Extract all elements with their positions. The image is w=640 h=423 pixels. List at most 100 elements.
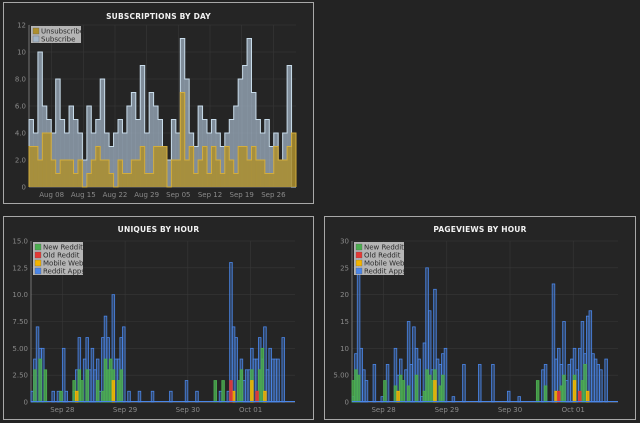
area-step	[46, 133, 52, 187]
area-step	[33, 146, 39, 187]
x-tick-label: Oct 01	[239, 406, 262, 414]
area-step	[220, 173, 225, 187]
area-step	[207, 173, 212, 187]
area-step	[202, 146, 208, 187]
legend-box	[354, 242, 404, 275]
bar	[250, 380, 254, 403]
legend-swatch	[32, 27, 40, 35]
legend-swatch	[32, 35, 40, 43]
y-tick-label: 10	[17, 49, 26, 57]
area-step	[287, 65, 292, 187]
area-step	[184, 160, 190, 187]
area-step	[135, 160, 141, 187]
area-step	[278, 160, 283, 187]
y-tick-label: 12	[17, 22, 26, 30]
bar	[127, 390, 131, 403]
area-step	[51, 160, 56, 187]
bar	[562, 374, 566, 403]
area-step	[287, 146, 292, 187]
uniques-panel: UNIQUES BY HOUR 0 2.50 5.00 7.50 10.0 12.5 15.…	[3, 216, 314, 420]
area-step	[282, 160, 288, 187]
bar	[43, 369, 48, 403]
legend-label: Reddit Apps	[364, 268, 406, 276]
area-step	[247, 160, 252, 187]
x-tick-label: Sep 30	[498, 406, 522, 414]
legend-label: Old Reddit	[43, 252, 80, 260]
x-tick-label: Sep 29	[435, 406, 459, 414]
area-step	[140, 146, 145, 187]
area-step	[135, 119, 141, 187]
y-tick-label: 0	[22, 184, 26, 192]
bar	[150, 390, 155, 403]
pageviews-chart: 0 5.00 10 15 20 25 30 Sep 28 Sep 29 Sep 30 Oct 01 N…	[333, 238, 618, 414]
legend-swatch	[355, 251, 363, 259]
y-tick-label: 15	[340, 318, 349, 326]
y-tick-label: 5.00	[12, 345, 28, 353]
area-step	[104, 160, 110, 187]
bar	[263, 390, 267, 403]
bar	[51, 390, 55, 403]
legend-swatch	[34, 267, 42, 275]
area-step	[42, 133, 47, 187]
bar	[383, 380, 387, 403]
area-step	[149, 92, 154, 187]
area-step	[37, 160, 43, 187]
legend-swatch	[34, 251, 42, 259]
area-step	[82, 160, 88, 187]
area-step	[233, 106, 239, 187]
bar	[478, 364, 482, 403]
y-tick-label: 5.00	[333, 372, 349, 380]
legend-box	[31, 26, 81, 43]
area-step	[64, 160, 70, 187]
area-step	[220, 146, 225, 187]
area-step	[171, 160, 177, 187]
area-step	[100, 79, 105, 187]
bar	[169, 390, 173, 403]
y-tick-label: 4.0	[15, 130, 26, 138]
area-step	[91, 160, 96, 187]
legend-label: Unsubscribe	[41, 28, 84, 36]
area-step	[118, 119, 123, 187]
bar	[414, 374, 419, 403]
area-step	[126, 106, 132, 187]
bar	[491, 364, 495, 403]
bar	[276, 358, 280, 403]
area-step	[242, 65, 248, 187]
bar	[80, 380, 84, 403]
area-step	[118, 160, 123, 187]
bar	[213, 380, 217, 403]
bar	[33, 369, 37, 403]
x-tick-label: Sep 28	[371, 406, 395, 414]
area-step	[198, 106, 203, 187]
area-step	[73, 173, 79, 187]
y-tick-label: 15.0	[12, 238, 28, 246]
area-step	[255, 119, 261, 187]
bar	[64, 390, 68, 403]
y-tick-label: 0	[24, 399, 28, 407]
legend-swatch	[355, 267, 363, 275]
area-step	[233, 173, 239, 187]
area-step	[229, 160, 234, 187]
area-step	[269, 173, 274, 187]
area-step	[211, 146, 217, 187]
area-step	[162, 146, 168, 187]
y-tick-label: 8.0	[15, 76, 26, 84]
area-step	[100, 160, 105, 187]
bar	[557, 390, 561, 403]
area-step	[60, 119, 65, 187]
area-step	[251, 92, 257, 187]
area-step	[251, 146, 257, 187]
y-tick-label: 10	[340, 345, 349, 353]
area-step	[86, 173, 92, 187]
area-step	[140, 65, 145, 187]
legend-label: Reddit Apps	[43, 268, 85, 276]
uniques-title: UNIQUES BY HOUR	[117, 225, 200, 234]
bar	[599, 369, 603, 403]
bar	[356, 374, 361, 403]
area-step	[144, 133, 150, 187]
bar	[578, 390, 582, 403]
legend-label: Subscribe	[41, 36, 75, 44]
area-step	[193, 173, 199, 187]
bar	[543, 385, 548, 403]
bar	[433, 380, 437, 403]
